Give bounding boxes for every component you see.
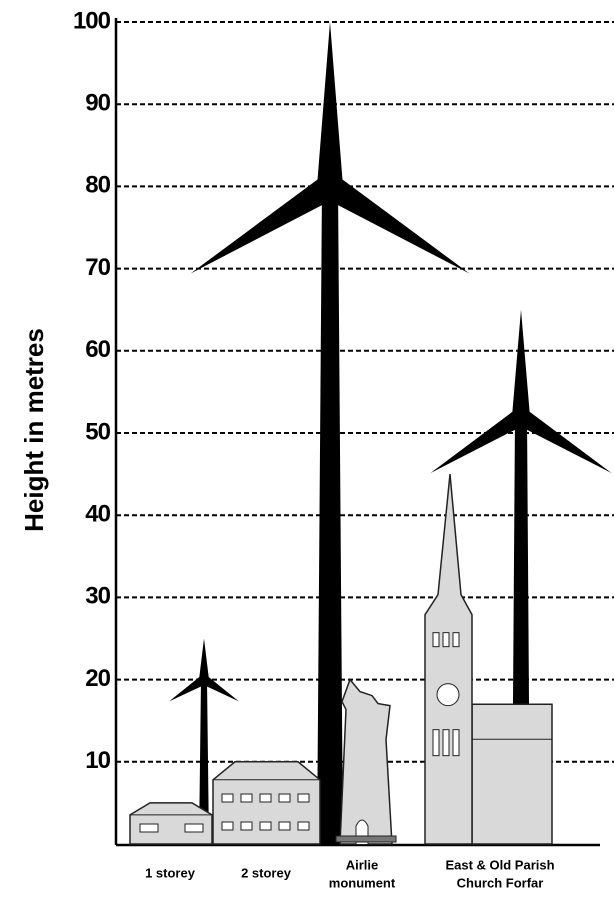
turbine-blade	[190, 175, 337, 274]
window	[259, 793, 272, 803]
y-axis-label: Height in metres	[19, 328, 49, 532]
church-nave	[471, 703, 553, 845]
turbine-tower	[199, 679, 209, 844]
window	[221, 821, 234, 831]
turbine-blade	[317, 22, 343, 187]
turbine-hub	[512, 408, 530, 425]
window	[452, 632, 460, 648]
window	[278, 821, 291, 831]
window	[297, 793, 310, 803]
x-tick-label: East & Old Parish	[445, 857, 554, 872]
turbine-blade	[199, 638, 209, 680]
y-tick-label: 90	[85, 90, 110, 117]
x-tick-label: 2 storey	[241, 865, 292, 880]
y-tick-label: 50	[85, 418, 110, 445]
window	[240, 793, 253, 803]
x-tick-label: monument	[329, 875, 396, 890]
window	[278, 793, 291, 803]
y-tick-label: 10	[85, 747, 110, 774]
y-tick-label: 40	[85, 501, 110, 528]
building	[129, 802, 213, 845]
buildings	[129, 474, 553, 845]
building	[339, 678, 393, 845]
x-tick-label: 1 storey	[145, 865, 196, 880]
window	[442, 729, 450, 757]
y-tick-label: 60	[85, 336, 110, 363]
window	[432, 632, 440, 648]
turbine-hub	[318, 174, 342, 199]
y-tick-label: 80	[85, 172, 110, 199]
x-tick-label: Church Forfar	[457, 875, 544, 890]
y-tick-label: 20	[85, 665, 110, 692]
building-detail	[335, 835, 397, 843]
building	[212, 761, 321, 845]
window	[432, 729, 440, 757]
window	[452, 729, 460, 757]
window	[221, 793, 234, 803]
y-tick-label: 30	[85, 583, 110, 610]
window	[297, 821, 310, 831]
church-tower	[424, 474, 473, 845]
x-tick-label: Airlie	[346, 857, 379, 872]
window	[259, 821, 272, 831]
clock	[436, 683, 460, 707]
window	[442, 632, 450, 648]
turbine-blade	[516, 408, 612, 474]
turbine-blade	[323, 175, 470, 274]
window	[184, 823, 204, 833]
window	[139, 823, 159, 833]
turbine-hub	[199, 675, 209, 685]
turbine-tower	[317, 186, 343, 844]
y-tick-label: 70	[85, 254, 110, 281]
window	[240, 821, 253, 831]
turbine-blade	[169, 675, 207, 702]
turbine-blade	[512, 309, 530, 417]
turbine-blade	[201, 675, 239, 702]
y-tick-label: 100	[73, 7, 111, 34]
turbine-blade	[430, 408, 526, 474]
